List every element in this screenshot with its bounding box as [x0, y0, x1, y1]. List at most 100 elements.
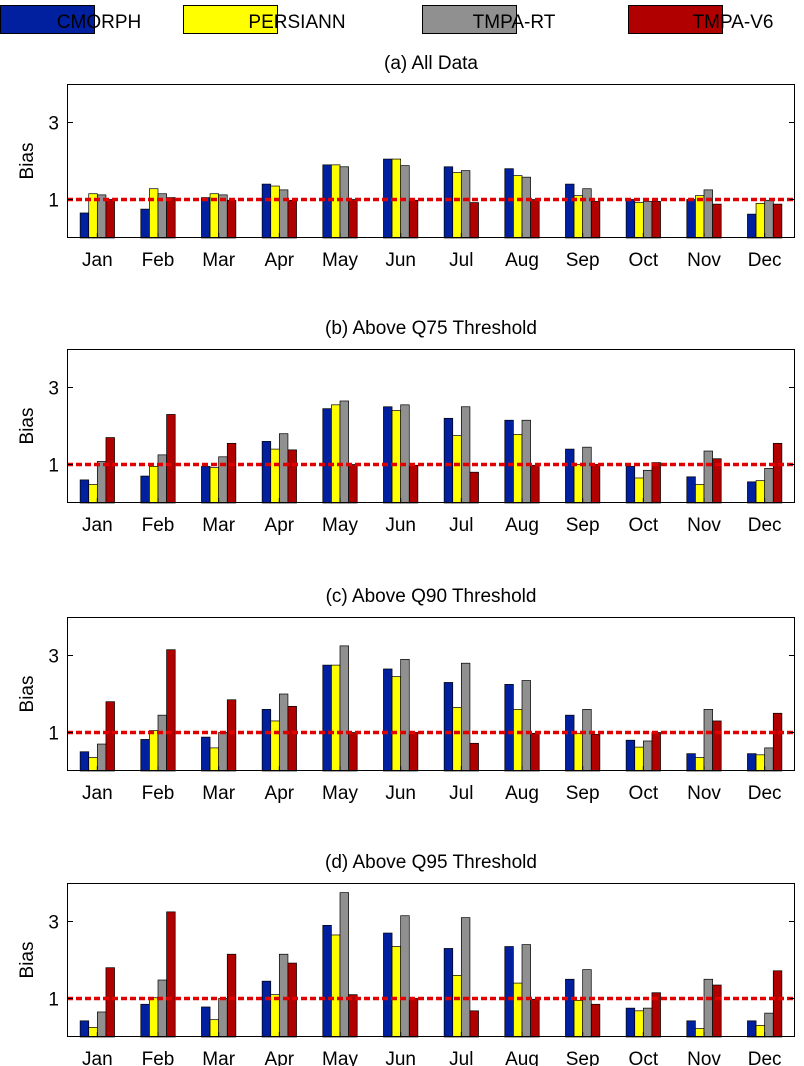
y-axis-label: Bias: [17, 676, 38, 713]
x-tick-label: Dec: [748, 1049, 782, 1066]
x-tick-label: Nov: [687, 1049, 721, 1066]
bar-persiann-dec: [755, 203, 766, 239]
bar-tmpa-v6-jun: [408, 998, 419, 1038]
x-tick-label: Jan: [82, 1049, 113, 1066]
bar-cmorph-aug: [504, 419, 514, 504]
x-tick-label: Jan: [82, 250, 113, 271]
bar-tmpa-rt-feb: [157, 714, 167, 772]
x-tick-label: Mar: [202, 1049, 235, 1066]
bar-persiann-may: [331, 164, 341, 239]
bars: [79, 400, 783, 504]
x-tick-label: Jan: [82, 515, 113, 536]
x-tick-label: May: [322, 783, 358, 804]
axes-frame: [67, 84, 795, 238]
bar-cmorph-jun: [383, 406, 393, 504]
bar-cmorph-aug: [504, 684, 514, 772]
bar-cmorph-oct: [625, 1007, 636, 1038]
x-tick-label: May: [322, 515, 358, 536]
bar-cmorph-feb: [140, 475, 150, 504]
bar-persiann-may: [331, 404, 341, 504]
bar-tmpa-v6-mar: [226, 699, 237, 772]
bar-tmpa-v6-aug: [530, 998, 540, 1038]
bar-cmorph-dec: [747, 1020, 757, 1038]
bar-persiann-jan: [88, 757, 98, 772]
bar-tmpa-rt-jan: [96, 1011, 107, 1038]
bar-persiann-jan: [88, 1027, 98, 1038]
x-tick-label: Feb: [142, 515, 175, 536]
bars: [79, 892, 783, 1038]
y-tick-label: 3: [48, 114, 59, 135]
legend-item-tmpa-v6: TMPA-V6: [628, 5, 774, 34]
bar-persiann-apr: [270, 448, 280, 504]
bar-tmpa-v6-sep: [590, 1003, 601, 1038]
x-tick-label: Feb: [142, 250, 175, 271]
bar-cmorph-feb: [140, 739, 150, 772]
bar-persiann-nov: [695, 757, 705, 772]
bar-tmpa-v6-apr: [287, 449, 297, 504]
legend-swatch: [0, 5, 95, 34]
x-tick-label: Jul: [449, 1049, 473, 1066]
bar-persiann-mar: [209, 747, 220, 772]
x-tick-label: Dec: [748, 250, 782, 271]
bar-tmpa-v6-dec: [772, 712, 783, 772]
bar-cmorph-apr: [261, 980, 272, 1038]
bar-persiann-oct: [634, 202, 644, 239]
bar-cmorph-apr: [261, 441, 272, 504]
bar-cmorph-nov: [686, 1020, 696, 1038]
x-tick-label: Mar: [202, 515, 235, 536]
bar-tmpa-v6-jul: [469, 1010, 479, 1038]
axes-frame: [67, 349, 795, 503]
panel-d: (d) Above Q95 Threshold Bias Jan Feb Mar Apr M…: [17, 852, 795, 1066]
bar-cmorph-mar: [201, 197, 211, 239]
bar-tmpa-rt-feb: [157, 979, 167, 1038]
bar-cmorph-feb: [140, 1003, 150, 1038]
x-tick-label: Apr: [265, 250, 295, 271]
bar-tmpa-rt-dec: [764, 1012, 774, 1038]
legend: CMORPH PERSIANN TMPA-RT TMPA-V6: [0, 5, 774, 34]
x-tick-label: Mar: [202, 250, 235, 271]
legend-swatch: [422, 5, 517, 34]
x-tick-label: Jul: [449, 515, 473, 536]
bar-cmorph-jul: [443, 682, 454, 772]
bar-tmpa-v6-feb: [166, 911, 176, 1038]
bar-tmpa-v6-jan: [105, 701, 115, 772]
legend-label: TMPA-V6: [693, 12, 774, 33]
bar-cmorph-jun: [383, 932, 393, 1038]
bar-persiann-apr: [270, 994, 280, 1038]
bar-tmpa-v6-aug: [530, 732, 540, 772]
bar-tmpa-rt-dec: [764, 468, 774, 504]
bar-tmpa-rt-nov: [703, 450, 713, 504]
x-tick-label: Dec: [748, 515, 782, 536]
bar-tmpa-rt-jul: [460, 917, 471, 1038]
bar-tmpa-rt-nov: [703, 978, 713, 1038]
bar-tmpa-v6-apr: [287, 199, 297, 239]
bar-tmpa-v6-jul: [469, 202, 479, 239]
x-tick-label: Apr: [265, 1049, 295, 1066]
x-tick-label: Nov: [687, 250, 721, 271]
bar-tmpa-v6-jun: [408, 464, 419, 504]
bar-cmorph-jan: [79, 479, 90, 504]
bar-cmorph-apr: [261, 183, 272, 239]
y-tick-label: 1: [48, 990, 59, 1011]
bar-tmpa-rt-mar: [218, 194, 228, 239]
bar-cmorph-jul: [443, 166, 454, 239]
bar-tmpa-v6-mar: [226, 199, 237, 239]
bar-cmorph-jan: [79, 751, 90, 772]
bar-tmpa-v6-feb: [166, 414, 176, 504]
bar-persiann-may: [331, 664, 341, 772]
bar-tmpa-rt-aug: [521, 419, 531, 504]
bar-persiann-sep: [573, 732, 584, 772]
legend-swatch: [628, 5, 723, 34]
bar-tmpa-v6-mar: [226, 442, 237, 504]
bar-cmorph-apr: [261, 709, 272, 772]
bar-tmpa-rt-mar: [218, 998, 228, 1038]
bar-tmpa-rt-jan: [96, 194, 107, 239]
legend-label: CMORPH: [57, 12, 141, 33]
panel-title: (a) All Data: [384, 53, 478, 74]
bar-tmpa-rt-may: [339, 645, 349, 772]
bar-persiann-jun: [391, 676, 402, 772]
bar-persiann-jul: [452, 707, 462, 772]
bar-cmorph-mar: [201, 1006, 211, 1038]
bar-tmpa-rt-aug: [521, 944, 531, 1038]
bar-tmpa-v6-may: [348, 732, 358, 772]
